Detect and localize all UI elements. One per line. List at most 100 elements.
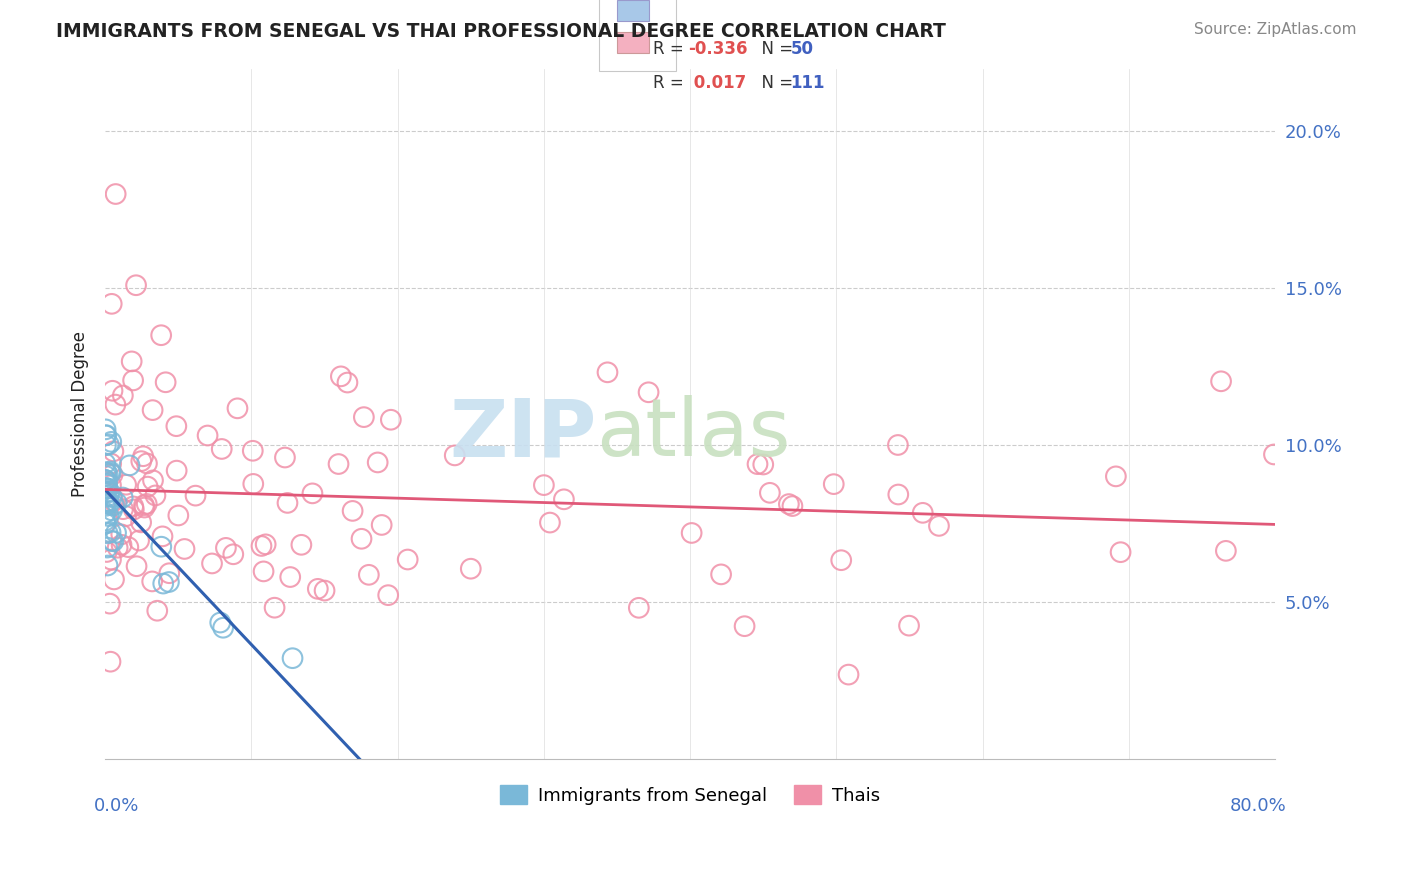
Point: [111, 502, 134, 516]
Point: [350, 532, 373, 546]
Point: [734, 619, 756, 633]
Point: [94, 474, 117, 488]
Point: [460, 562, 482, 576]
Point: [155, 376, 177, 390]
Point: [94, 499, 117, 513]
Point: [336, 376, 359, 390]
Text: ZIP: ZIP: [450, 395, 596, 474]
Point: [94, 457, 117, 471]
Point: [98, 597, 121, 611]
Point: [250, 539, 273, 553]
Point: [100, 533, 122, 548]
Point: [357, 567, 380, 582]
Point: [111, 388, 134, 402]
Point: [263, 600, 285, 615]
Point: [117, 540, 139, 554]
Point: [367, 455, 389, 469]
Point: [314, 583, 336, 598]
Point: [157, 574, 180, 589]
Point: [1209, 374, 1232, 388]
Point: [370, 518, 392, 533]
Point: [928, 519, 950, 533]
Text: 0.0%: 0.0%: [94, 797, 139, 814]
Point: [103, 573, 125, 587]
Point: [342, 504, 364, 518]
Point: [100, 457, 122, 471]
Text: R =: R =: [652, 74, 689, 92]
Point: [396, 552, 419, 566]
Point: [329, 369, 352, 384]
Point: [121, 354, 143, 368]
Point: [101, 467, 124, 482]
Point: [173, 541, 195, 556]
Point: [96, 545, 118, 559]
Point: [290, 538, 312, 552]
Point: [94, 481, 117, 495]
Text: 111: 111: [790, 74, 825, 92]
Point: [103, 499, 125, 513]
Point: [226, 401, 249, 416]
Point: [100, 655, 122, 669]
Point: [96, 494, 118, 508]
Point: [110, 527, 132, 541]
Point: [627, 600, 650, 615]
Point: [301, 486, 323, 500]
Point: [94, 506, 117, 520]
Point: [100, 297, 122, 311]
Point: [97, 509, 120, 524]
Point: [101, 490, 124, 504]
Point: [197, 428, 219, 442]
Point: [152, 529, 174, 543]
Point: [129, 516, 152, 530]
Point: [830, 553, 852, 567]
Point: [96, 541, 118, 555]
Point: [118, 458, 141, 473]
Point: [96, 558, 118, 573]
Point: [166, 464, 188, 478]
Point: [132, 498, 155, 512]
Point: [98, 485, 121, 500]
Point: [242, 443, 264, 458]
Point: [128, 533, 150, 548]
Point: [150, 328, 173, 343]
Point: [129, 454, 152, 468]
Point: [97, 482, 120, 496]
Point: [278, 570, 301, 584]
Point: [96, 477, 118, 491]
Point: [152, 576, 174, 591]
Point: [211, 442, 233, 456]
Point: [103, 444, 125, 458]
Point: [274, 450, 297, 465]
Point: [281, 651, 304, 665]
Text: Source: ZipAtlas.com: Source: ZipAtlas.com: [1194, 22, 1357, 37]
Text: 0.017: 0.017: [688, 74, 747, 92]
Point: [122, 373, 145, 387]
Point: [212, 621, 235, 635]
Point: [98, 465, 121, 479]
Point: [100, 478, 122, 492]
Point: [96, 469, 118, 483]
Point: [209, 615, 232, 630]
Point: [911, 506, 934, 520]
Point: [125, 559, 148, 574]
Text: atlas: atlas: [596, 395, 792, 474]
Point: [747, 457, 769, 471]
Point: [110, 538, 132, 552]
Point: [157, 566, 180, 581]
Point: [637, 385, 659, 400]
Point: [94, 422, 117, 436]
Point: [94, 428, 117, 442]
Point: [132, 449, 155, 463]
Point: [101, 384, 124, 398]
Point: [145, 488, 167, 502]
Point: [97, 494, 120, 508]
Point: [142, 474, 165, 488]
Text: IMMIGRANTS FROM SENEGAL VS THAI PROFESSIONAL DEGREE CORRELATION CHART: IMMIGRANTS FROM SENEGAL VS THAI PROFESSI…: [56, 22, 946, 41]
Point: [115, 477, 138, 491]
Point: [98, 497, 121, 511]
Point: [107, 541, 129, 555]
Point: [96, 482, 118, 496]
Point: [94, 473, 117, 487]
Point: [823, 477, 845, 491]
Point: [242, 476, 264, 491]
